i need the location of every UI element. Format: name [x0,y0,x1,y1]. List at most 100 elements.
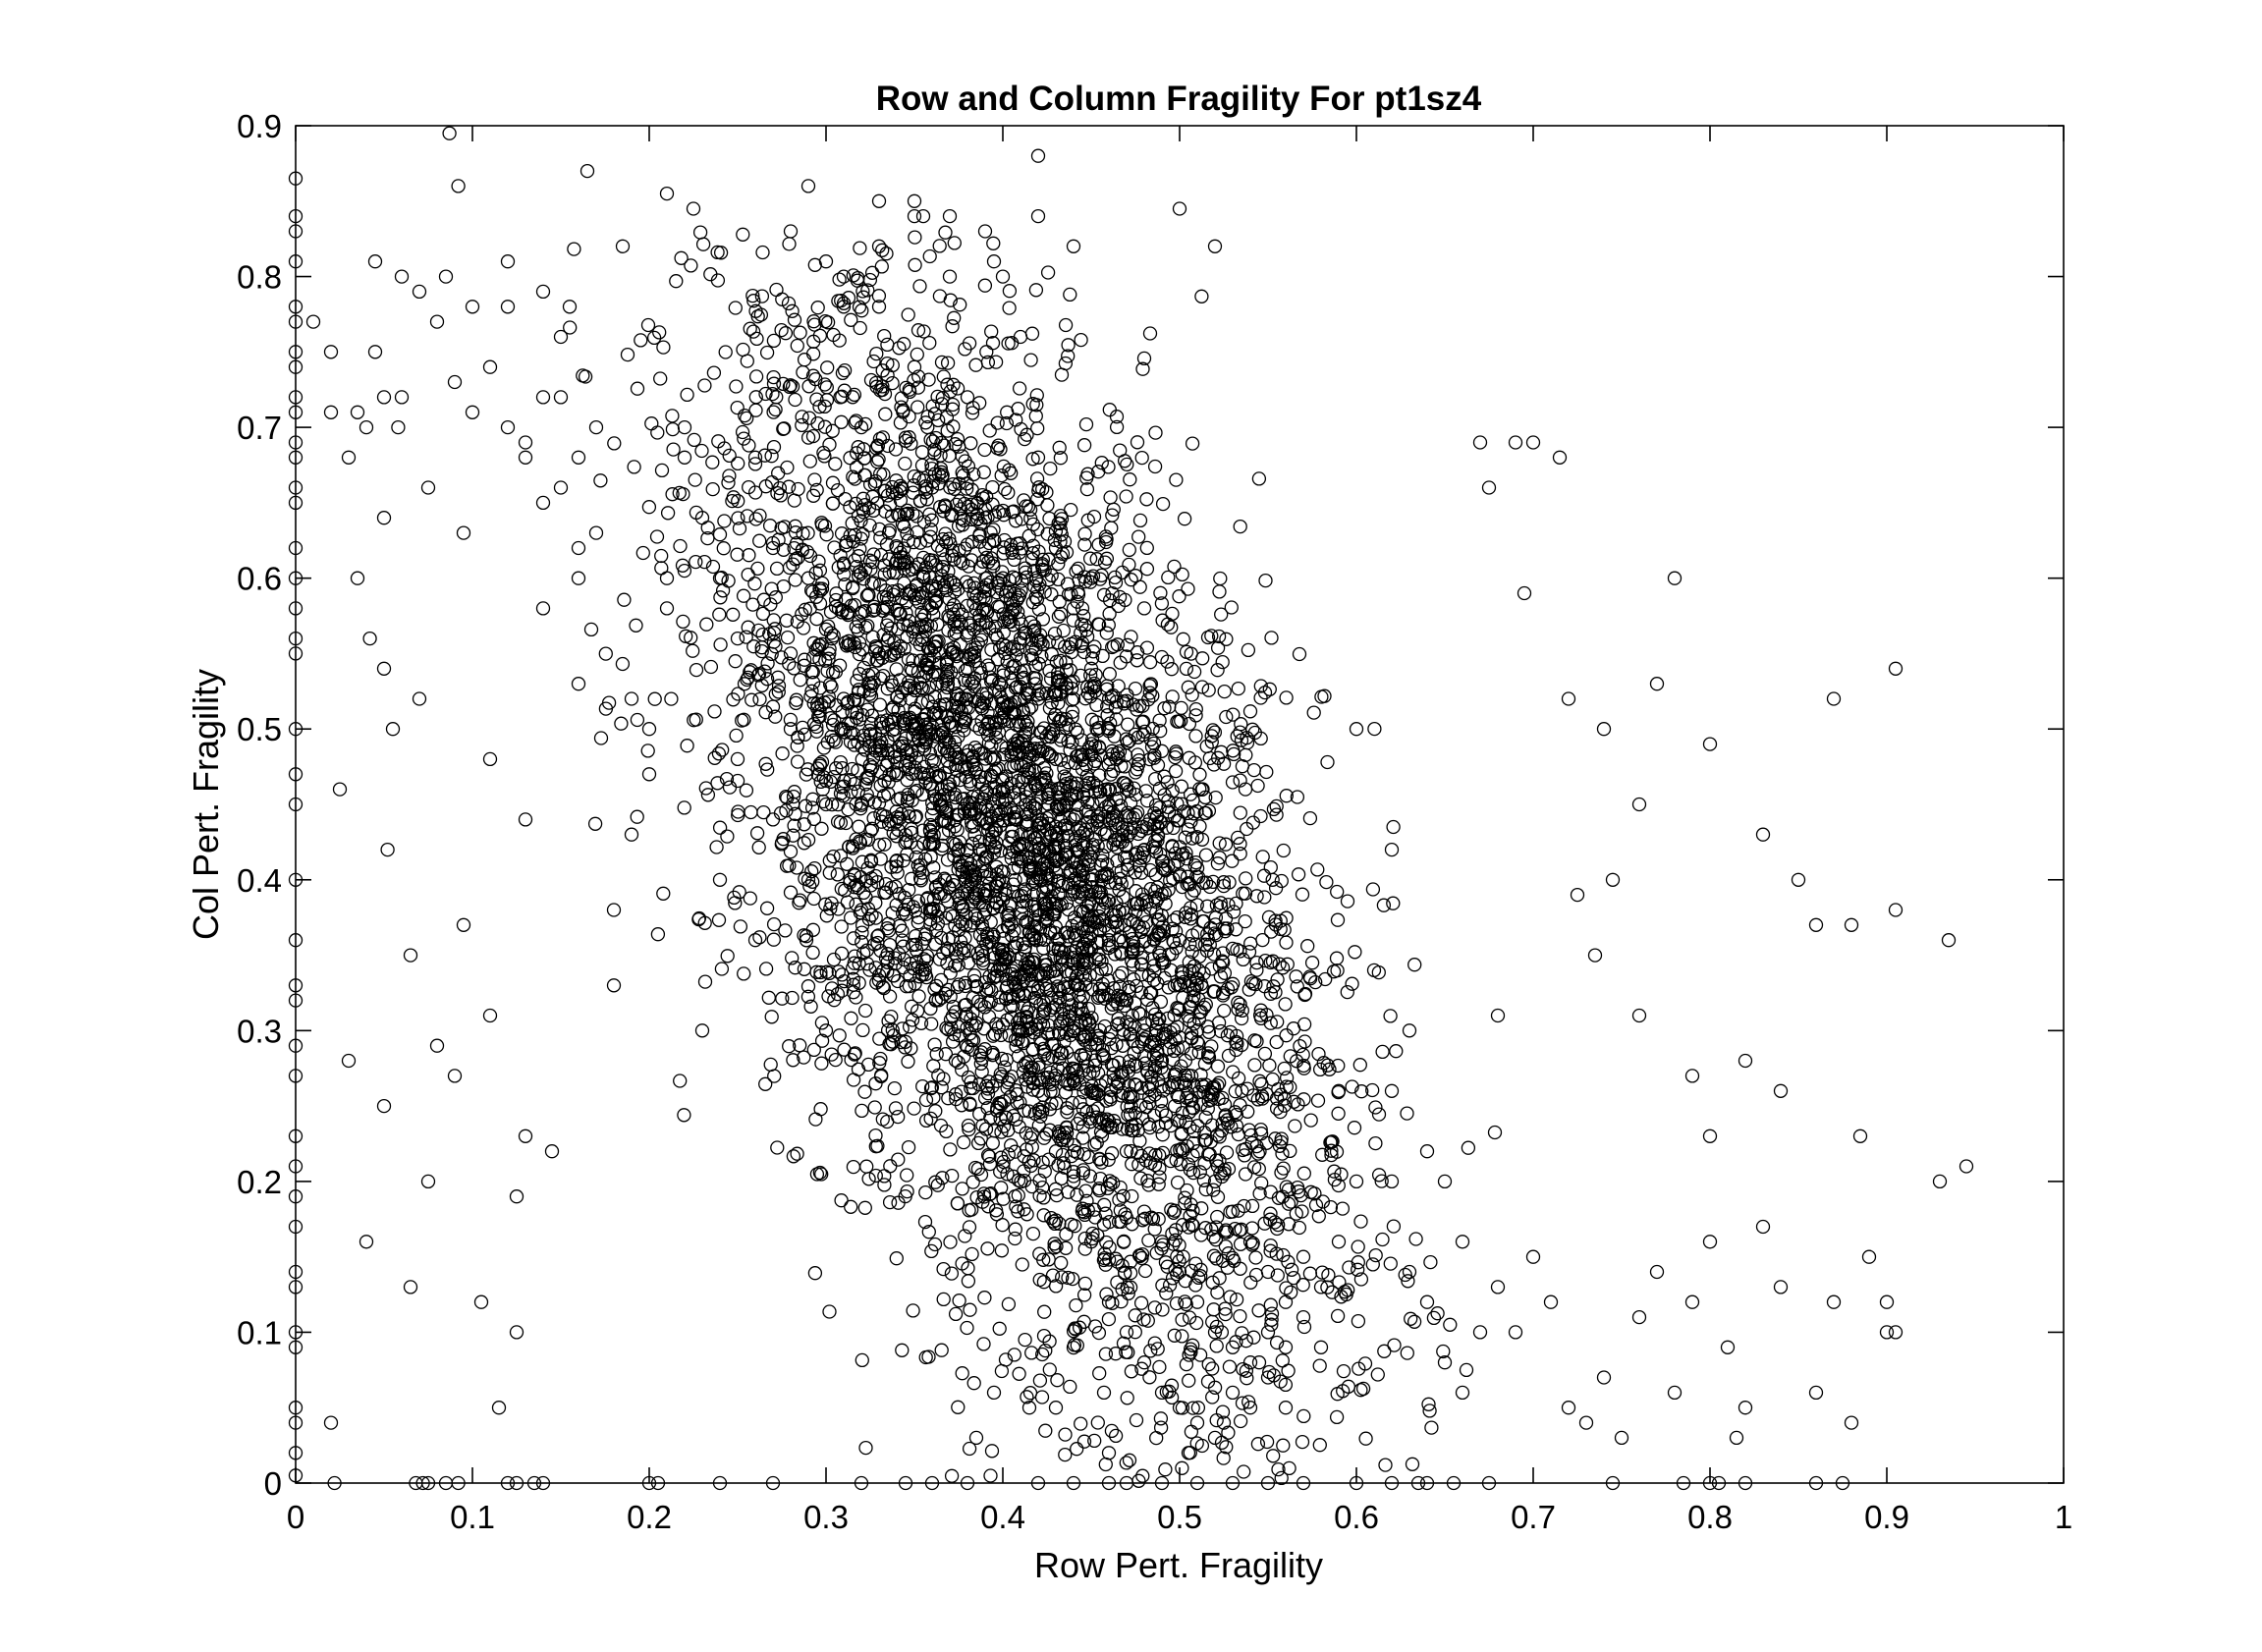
scatter-point [914,612,929,627]
scatter-point [706,365,722,380]
scatter-point [848,471,862,486]
scatter-point [737,966,751,981]
scatter-point [1180,1138,1194,1154]
scatter-point [1143,1155,1158,1171]
scatter-point [1157,970,1172,986]
scatter-point [535,495,551,511]
scatter-point [1058,720,1074,736]
scatter-point [1331,1058,1346,1074]
scatter-point [821,619,836,633]
scatter-point [947,310,962,325]
scatter-point [747,577,762,591]
scatter-point [1182,1348,1196,1362]
scatter-point [1175,1460,1189,1475]
scatter-point [1079,481,1095,497]
scatter-point [1127,972,1141,987]
scatter-point [1204,1039,1219,1054]
scatter-point [820,663,835,679]
scatter-point [990,1100,1005,1115]
scatter-point [1091,1031,1107,1046]
scatter-point [917,608,932,623]
scatter-point [1051,635,1066,650]
scatter-point [795,417,809,433]
scatter-point [1089,552,1104,567]
scatter-point [801,411,817,425]
scatter-point [996,1154,1011,1170]
scatter-point [973,633,989,647]
scatter-point [1051,1043,1066,1058]
scatter-point [912,862,927,878]
scatter-point [1018,886,1032,901]
scatter-point [689,554,703,570]
scatter-point [1277,1061,1292,1076]
scatter-point [919,492,934,507]
scatter-point [1056,623,1071,638]
scatter-point [758,386,773,402]
scatter-point [1123,472,1137,487]
scatter-point [1122,557,1136,573]
scatter-point [1059,1120,1075,1134]
scatter-point [676,614,690,630]
scatter-point [910,380,926,395]
scatter-point [868,1139,883,1154]
scatter-point [1209,1339,1224,1353]
scatter-point [866,599,882,615]
scatter-point [1105,585,1120,601]
scatter-point [854,869,868,885]
scatter-point [1201,803,1217,818]
scatter-point [880,356,895,371]
scatter-point [923,1001,938,1017]
scatter-point [806,1042,821,1058]
scatter-point [1151,1212,1166,1227]
scatter-point [1027,764,1042,779]
scatter-point [924,513,939,527]
scatter-point [1058,1074,1073,1088]
scatter-point [802,454,817,468]
scatter-point [711,746,727,761]
scatter-point [1177,974,1191,990]
scatter-point [849,413,863,428]
scatter-point [912,279,927,294]
scatter-point [1012,782,1026,797]
scatter-point [1135,846,1150,860]
scatter-point [824,680,839,694]
scatter-point [863,562,878,577]
scatter-point [1443,1317,1458,1332]
scatter-point [1266,1449,1281,1463]
scatter-point [741,620,755,634]
scatter-point [1120,1391,1134,1405]
scatter-point [967,909,983,923]
scatter-point [1667,1385,1683,1401]
scatter-point [1315,1265,1330,1280]
scatter-point [1090,1101,1105,1116]
scatter-point [923,529,938,544]
scatter-point [1258,573,1273,588]
scatter-point [799,798,813,813]
scatter-point [979,605,995,620]
scatter-point [1138,1100,1154,1115]
scatter-point [1166,933,1181,949]
scatter-point [1178,1196,1192,1211]
scatter-point [788,573,802,587]
scatter-point [869,346,884,361]
scatter-point [890,755,905,770]
scatter-point [756,592,771,607]
scatter-point [1150,757,1166,773]
scatter-point [823,626,839,640]
scatter-point [822,1304,837,1319]
scatter-point [1115,1282,1130,1296]
scatter-point [926,1090,941,1105]
scatter-point [1179,644,1194,659]
scatter-point [1149,905,1164,920]
scatter-point [915,208,931,224]
scatter-point [825,475,841,490]
scatter-point [659,186,675,201]
scatter-point [620,347,635,362]
scatter-point [897,541,911,556]
scatter-point [898,456,912,471]
scatter-point [1023,699,1039,714]
scatter-point [861,1057,876,1073]
scatter-point [1079,470,1094,485]
scatter-point [1014,1174,1028,1189]
scatter-point [1387,1338,1402,1352]
